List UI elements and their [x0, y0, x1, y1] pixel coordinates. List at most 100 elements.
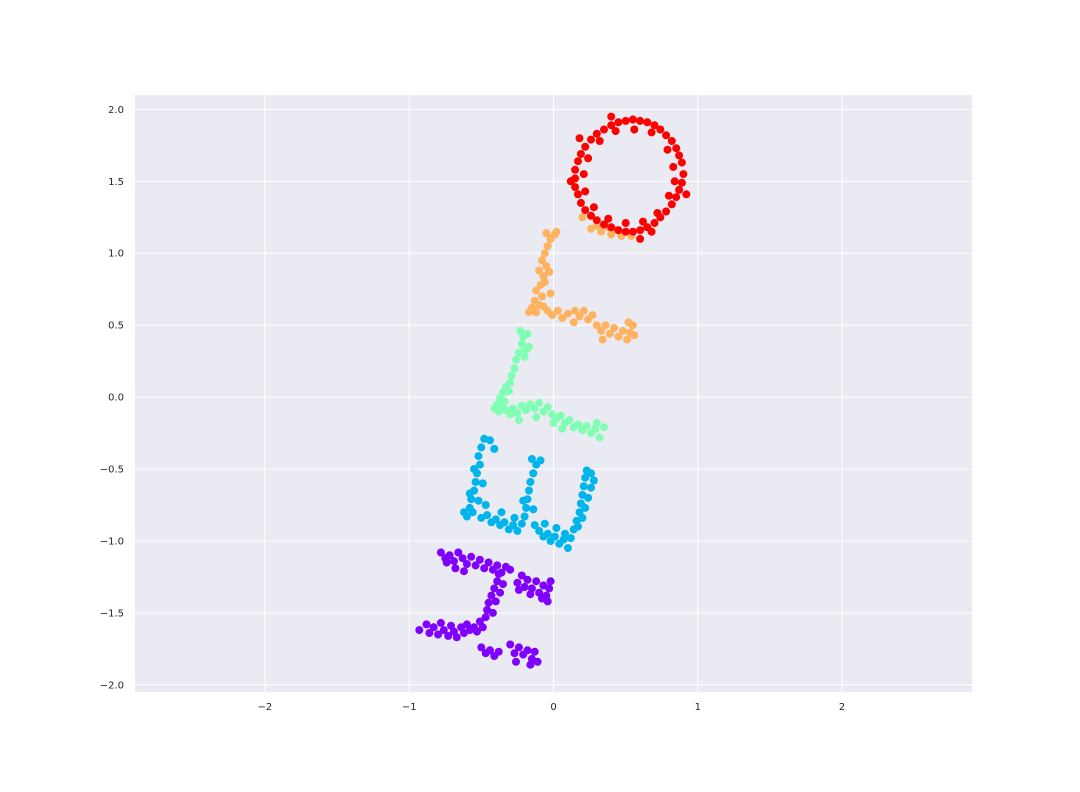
scatter-point — [598, 335, 607, 344]
scatter-point — [513, 526, 522, 535]
scatter-point — [514, 643, 523, 652]
x-tick-label: −2 — [258, 702, 273, 713]
x-tick-label: 0 — [550, 702, 556, 713]
scatter-point — [527, 455, 536, 463]
scatter-point — [490, 584, 499, 593]
scatter-point — [543, 529, 552, 538]
scatter-point — [526, 590, 535, 599]
y-tick-label: −1.5 — [100, 608, 124, 619]
scatter-point — [548, 311, 557, 320]
scatter-point — [422, 620, 431, 629]
scatter-point — [675, 185, 684, 194]
scatter-point — [636, 116, 645, 125]
scatter-point — [656, 125, 665, 134]
scatter-point — [581, 503, 590, 512]
scatter-point — [587, 135, 595, 144]
scatter-point — [449, 557, 458, 566]
scatter-point — [467, 552, 476, 561]
scatter-point — [553, 306, 562, 315]
scatter-point — [436, 618, 445, 627]
x-tick-label: 1 — [695, 702, 701, 713]
scatter-point — [475, 555, 484, 564]
data-points — [415, 112, 691, 669]
scatter-point — [535, 266, 544, 275]
scatter-point — [497, 508, 506, 517]
scatter-point — [490, 444, 499, 453]
y-tick-label: 2.0 — [108, 105, 124, 116]
scatter-point — [460, 567, 468, 576]
scatter-point — [465, 489, 474, 498]
scatter-point — [520, 352, 529, 361]
scatter-point — [549, 419, 558, 427]
scatter-point — [514, 416, 523, 425]
scatter-point — [473, 627, 481, 636]
grid-lines — [135, 95, 972, 692]
scatter-point — [575, 134, 584, 143]
scatter-point — [545, 267, 554, 276]
scatter-point — [566, 177, 575, 186]
scatter-point — [519, 496, 528, 505]
scatter-point — [535, 398, 544, 407]
scatter-point — [538, 594, 546, 603]
scatter-point — [579, 482, 588, 491]
scatter-point — [600, 423, 608, 432]
scatter-point — [506, 565, 515, 574]
scatter-point — [636, 234, 645, 243]
scatter-point — [677, 158, 686, 167]
scatter-point — [538, 256, 546, 265]
scatter-point — [512, 657, 520, 666]
scatter-point — [582, 421, 591, 430]
scatter-point — [444, 631, 453, 640]
scatter-point — [514, 348, 523, 357]
y-tick-label: 0.0 — [108, 393, 124, 404]
scatter-point — [525, 342, 533, 351]
scatter-point — [540, 249, 549, 258]
scatter-point — [500, 397, 509, 406]
x-tick-label: 2 — [839, 702, 845, 713]
scatter-point — [587, 211, 595, 220]
scatter-point — [475, 460, 484, 469]
y-tick-label: 1.0 — [108, 249, 124, 260]
scatter-point — [621, 227, 630, 236]
scatter-point — [497, 568, 506, 577]
scatter-point — [532, 413, 541, 422]
scatter-point — [611, 127, 620, 135]
scatter-point — [513, 408, 522, 417]
scatter-point — [581, 206, 590, 215]
scatter-point — [451, 564, 460, 573]
scatter-point — [592, 321, 601, 330]
scatter-point — [484, 558, 493, 567]
scatter-point — [517, 339, 526, 348]
scatter-point — [587, 469, 595, 478]
scatter-point — [481, 613, 490, 622]
scatter-point — [647, 128, 656, 137]
scatter-point — [478, 623, 487, 632]
scatter-point — [584, 493, 593, 502]
scatter-point — [474, 452, 483, 461]
scatter-point — [514, 585, 523, 594]
scatter-point — [630, 125, 639, 134]
scatter-point — [667, 137, 676, 145]
scatter-point — [579, 306, 588, 315]
scatter-point — [552, 524, 561, 532]
scatter-point — [468, 508, 477, 517]
y-tick-label: −1.0 — [100, 536, 124, 547]
scatter-point — [540, 278, 549, 286]
scatter-point — [621, 116, 630, 125]
scatter-point — [507, 371, 516, 380]
scatter-point — [512, 355, 520, 364]
scatter-point — [600, 220, 608, 229]
scatter-point — [563, 544, 572, 553]
scatter-point — [470, 465, 479, 473]
scatter-point — [462, 560, 471, 568]
scatter-point — [529, 469, 538, 478]
scatter-point — [569, 318, 578, 327]
scatter-point — [662, 207, 671, 216]
scatter-point — [532, 577, 541, 586]
scatter-point — [536, 456, 545, 465]
scatter-point — [477, 643, 486, 652]
scatter-point — [509, 521, 518, 530]
scatter-point — [601, 321, 610, 330]
scatter-point — [543, 242, 552, 250]
scatter-point — [677, 178, 686, 187]
